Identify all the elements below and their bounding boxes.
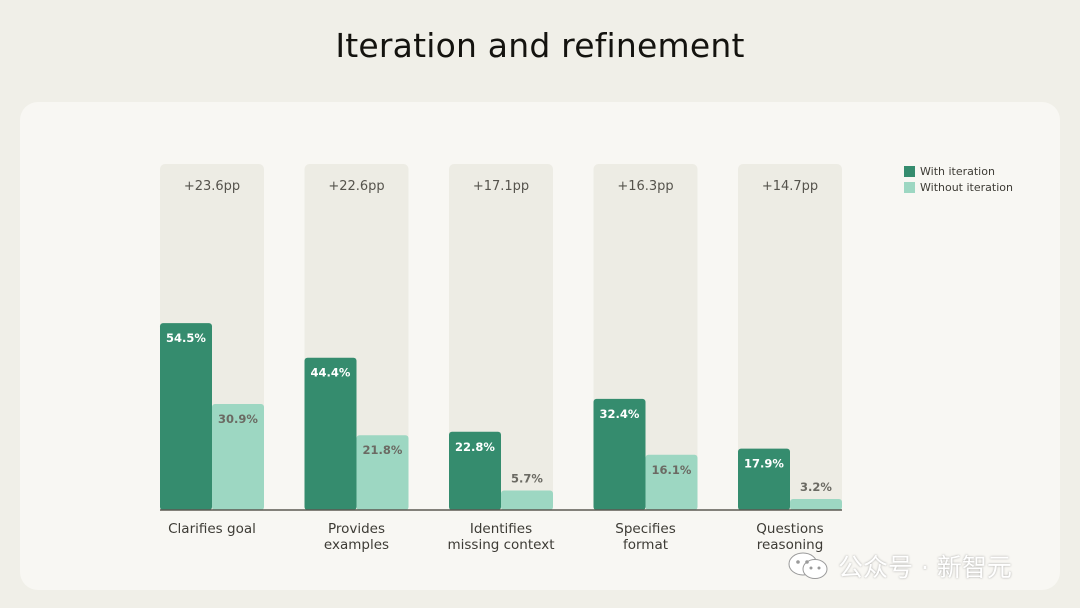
difference-label: +23.6pp xyxy=(184,179,240,194)
data-label-without-iteration: 30.9% xyxy=(218,412,258,426)
difference-label: +22.6pp xyxy=(328,179,384,194)
watermark-text: 公众号 · 新智元 xyxy=(838,553,1012,582)
bar-with-iteration xyxy=(160,323,212,510)
category-label: examples xyxy=(324,537,389,553)
category-label: Questions xyxy=(756,521,823,537)
category-label: missing context xyxy=(447,537,554,553)
bar-without-iteration xyxy=(356,435,409,510)
chart-legend: With iteration Without iteration xyxy=(904,163,1013,195)
legend-label-with-iteration: With iteration xyxy=(920,164,995,178)
bar-with-iteration xyxy=(449,431,501,510)
data-label-without-iteration: 3.2% xyxy=(800,480,832,494)
category-label: reasoning xyxy=(757,537,824,553)
data-label-with-iteration: 17.9% xyxy=(744,457,784,471)
data-label-with-iteration: 32.4% xyxy=(600,407,640,421)
bar-without-iteration xyxy=(501,490,553,510)
data-label-with-iteration: 22.8% xyxy=(455,440,495,454)
column-background xyxy=(449,164,553,510)
data-label-with-iteration: 44.4% xyxy=(311,366,351,380)
wechat-icon xyxy=(788,552,828,579)
bar-without-iteration xyxy=(790,499,842,510)
legend-swatch-without-iteration xyxy=(904,181,915,193)
legend-label-without-iteration: Without iteration xyxy=(920,180,1013,194)
column-background xyxy=(738,164,842,510)
difference-label: +17.1pp xyxy=(473,179,529,194)
bar-with-iteration xyxy=(593,398,646,510)
data-label-without-iteration: 21.8% xyxy=(363,443,403,457)
category-label: Specifies xyxy=(615,521,675,537)
difference-label: +14.7pp xyxy=(762,179,818,194)
legend-swatch-with-iteration xyxy=(904,165,915,177)
category-label: format xyxy=(623,537,668,553)
bar-without-iteration xyxy=(212,404,264,510)
data-label-with-iteration: 54.5% xyxy=(166,331,206,345)
category-label: Clarifies goal xyxy=(168,521,256,537)
watermark: 公众号 · 新智元 xyxy=(786,548,1012,584)
bar-with-iteration xyxy=(304,357,357,510)
legend-item-with-iteration: With iteration xyxy=(904,163,1013,179)
bar-without-iteration xyxy=(645,454,698,510)
category-label: Identifies xyxy=(470,521,532,537)
bar-with-iteration xyxy=(738,448,790,510)
category-label: Provides xyxy=(328,521,385,537)
difference-label: +16.3pp xyxy=(617,179,673,194)
legend-item-without-iteration: Without iteration xyxy=(904,179,1013,195)
data-label-without-iteration: 16.1% xyxy=(652,463,692,477)
data-label-without-iteration: 5.7% xyxy=(511,471,543,485)
page-title: Iteration and refinement xyxy=(335,26,745,65)
